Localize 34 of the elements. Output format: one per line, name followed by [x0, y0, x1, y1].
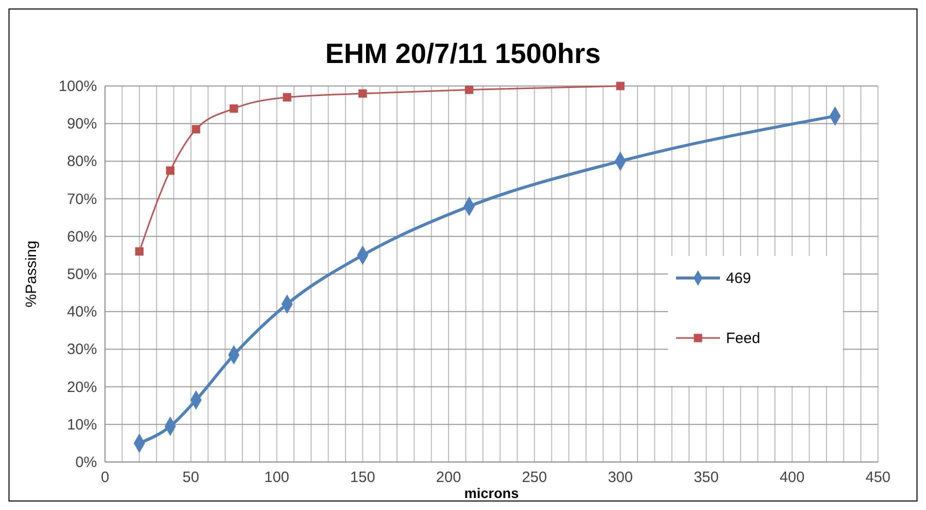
x-tick-label: 50	[182, 469, 200, 486]
y-tick-label: 70%	[66, 190, 97, 208]
point	[192, 125, 200, 134]
x-tick-label: 0	[100, 469, 110, 486]
chart-title: EHM 20/7/11 1500hrs	[325, 38, 601, 69]
y-tick-label: 20%	[66, 378, 97, 396]
y-tick-label: 60%	[66, 228, 97, 246]
x-tick-label: 400	[780, 469, 805, 486]
y-tick-label: 50%	[66, 266, 97, 283]
x-tick-label: 250	[522, 469, 547, 486]
point	[282, 93, 292, 102]
y-tick-label: 100%	[58, 78, 97, 95]
x-tick-label: 350	[694, 469, 719, 486]
y-tick-label: 80%	[66, 153, 97, 170]
y-tick-label: 10%	[66, 416, 97, 434]
point	[616, 82, 625, 90]
y-tick-label: 40%	[66, 304, 97, 321]
point	[135, 247, 144, 256]
point	[166, 166, 174, 175]
point	[464, 86, 474, 94]
legend-label: Feed	[726, 330, 760, 347]
y-tick-label: 0%	[75, 454, 97, 471]
point	[230, 104, 238, 113]
y-tick-label: 30%	[66, 341, 97, 358]
point	[358, 89, 367, 98]
y-axis-title: %Passing	[23, 240, 40, 308]
x-tick-label: 450	[865, 469, 891, 486]
x-axis-title: microns	[464, 485, 519, 501]
legend-label: 469	[726, 270, 752, 287]
x-tick-label: 200	[436, 469, 462, 486]
y-tick-label: 90%	[66, 116, 97, 133]
x-tick-label: 100	[264, 469, 290, 486]
x-tick-label: 150	[350, 469, 376, 486]
x-tick-label: 300	[608, 469, 633, 486]
